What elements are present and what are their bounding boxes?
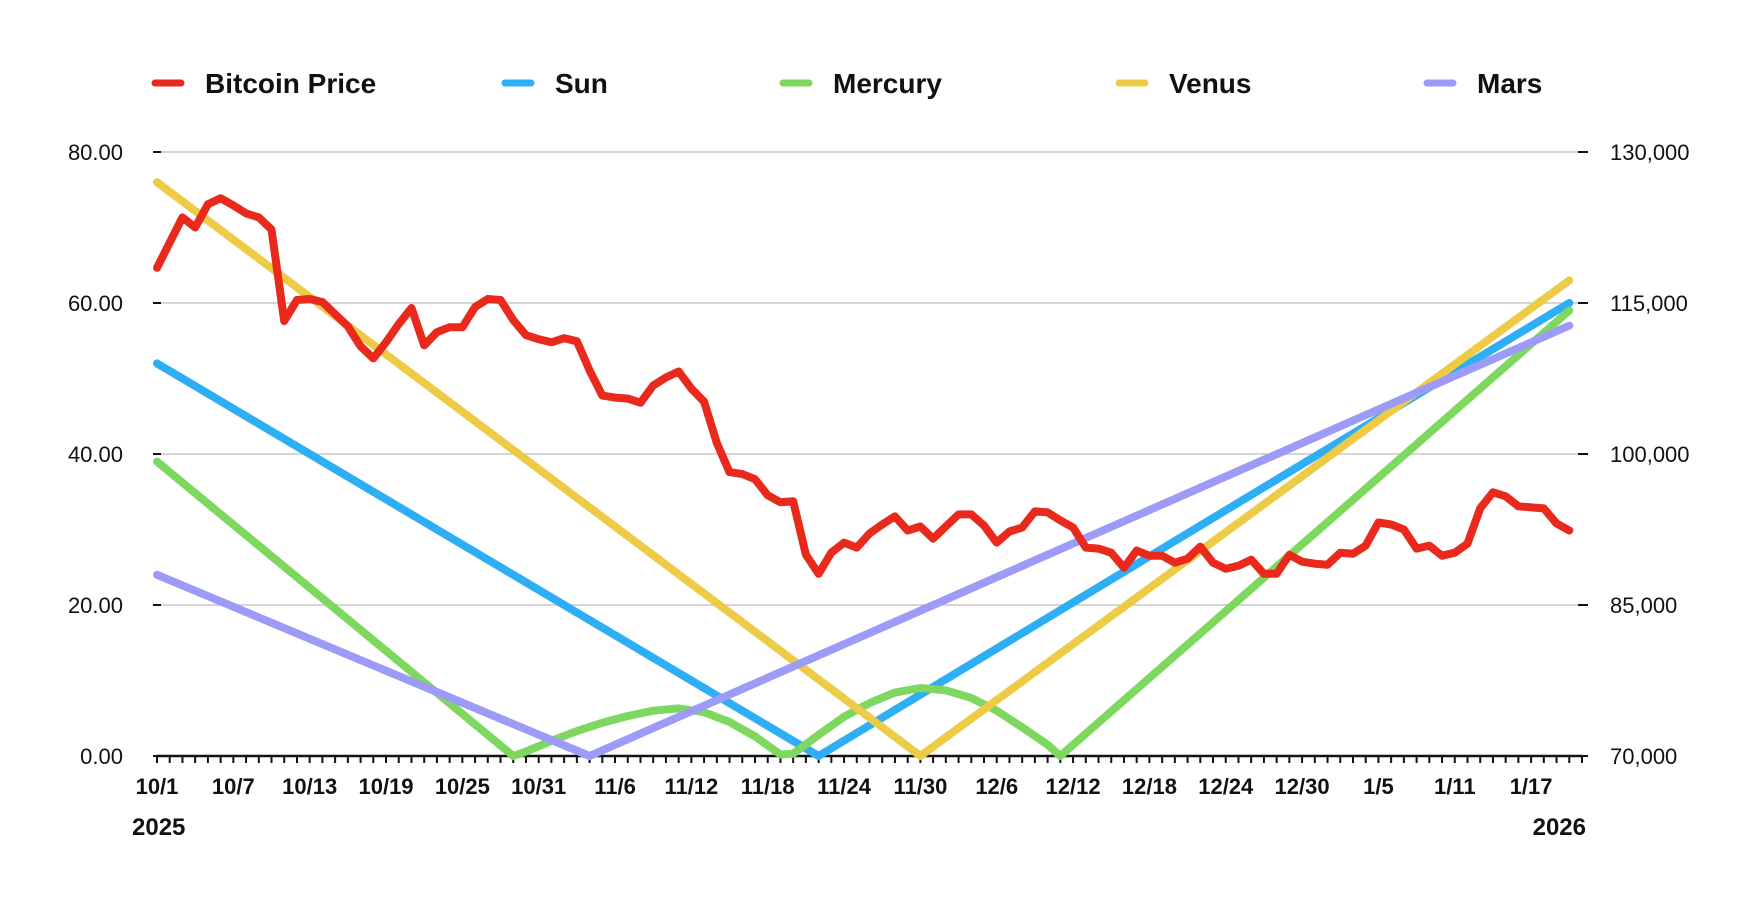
x-tick-label: 12/12 xyxy=(1046,774,1101,799)
x-tick-label: 11/6 xyxy=(594,774,636,799)
x-tick-label: 1/5 xyxy=(1363,774,1394,799)
legend-label: Mars xyxy=(1477,68,1542,99)
x-tick-label: 11/18 xyxy=(741,774,795,799)
x-tick-label: 12/24 xyxy=(1198,774,1254,799)
x-tick-label: 10/31 xyxy=(511,774,566,799)
y-left-tick-label: 40.00 xyxy=(68,442,123,467)
legend-label: Sun xyxy=(555,68,608,99)
series-line-mercury xyxy=(153,306,1574,760)
y-left-tick-label: 60.00 xyxy=(68,291,123,316)
series-line-sun xyxy=(153,299,1574,760)
year-start-label: 2025 xyxy=(132,814,185,841)
legend-label: Venus xyxy=(1169,68,1251,99)
x-tick-label: 1/11 xyxy=(1434,774,1476,799)
series-line-mars xyxy=(153,321,1574,760)
x-tick-label: 12/6 xyxy=(975,774,1018,799)
y-right-tick-label: 70,000 xyxy=(1610,744,1677,769)
y-right-tick-label: 100,000 xyxy=(1610,442,1690,467)
y-left-tick-label: 80.00 xyxy=(68,140,123,165)
y-left-tick-label: 0.00 xyxy=(80,744,123,769)
y-left-tick-label: 20.00 xyxy=(68,593,123,618)
legend-label: Mercury xyxy=(833,68,942,99)
x-tick-label: 11/12 xyxy=(664,774,718,799)
x-tick-label: 1/17 xyxy=(1510,774,1553,799)
x-tick-label: 12/18 xyxy=(1122,774,1177,799)
x-tick-label: 10/25 xyxy=(435,774,490,799)
y-right-tick-label: 130,000 xyxy=(1610,140,1690,165)
year-end-label: 2026 xyxy=(1533,814,1586,841)
legend: Bitcoin Price Sun Mercury Venus Mars xyxy=(151,68,1542,99)
x-tick-label: 12/30 xyxy=(1275,774,1330,799)
series-line-venus xyxy=(153,178,1574,760)
x-tick-label: 11/24 xyxy=(817,774,872,799)
x-tick-label: 10/7 xyxy=(212,774,255,799)
legend-label: Bitcoin Price xyxy=(205,68,376,99)
series-line-bitcoin-price xyxy=(153,194,1574,578)
y-right-tick-label: 115,000 xyxy=(1610,291,1688,316)
x-tick-label: 10/13 xyxy=(282,774,337,799)
series-lines xyxy=(153,178,1574,760)
axes: 0.00 20.00 40.00 60.00 80.00 70,000 85,000 100,… xyxy=(68,140,1690,841)
gridlines xyxy=(157,151,1582,606)
x-tick-label: 11/30 xyxy=(893,774,947,799)
y-right-tick-label: 85,000 xyxy=(1610,593,1677,618)
x-tick-label: 10/19 xyxy=(358,774,413,799)
x-tick-label: 10/1 xyxy=(136,774,179,799)
